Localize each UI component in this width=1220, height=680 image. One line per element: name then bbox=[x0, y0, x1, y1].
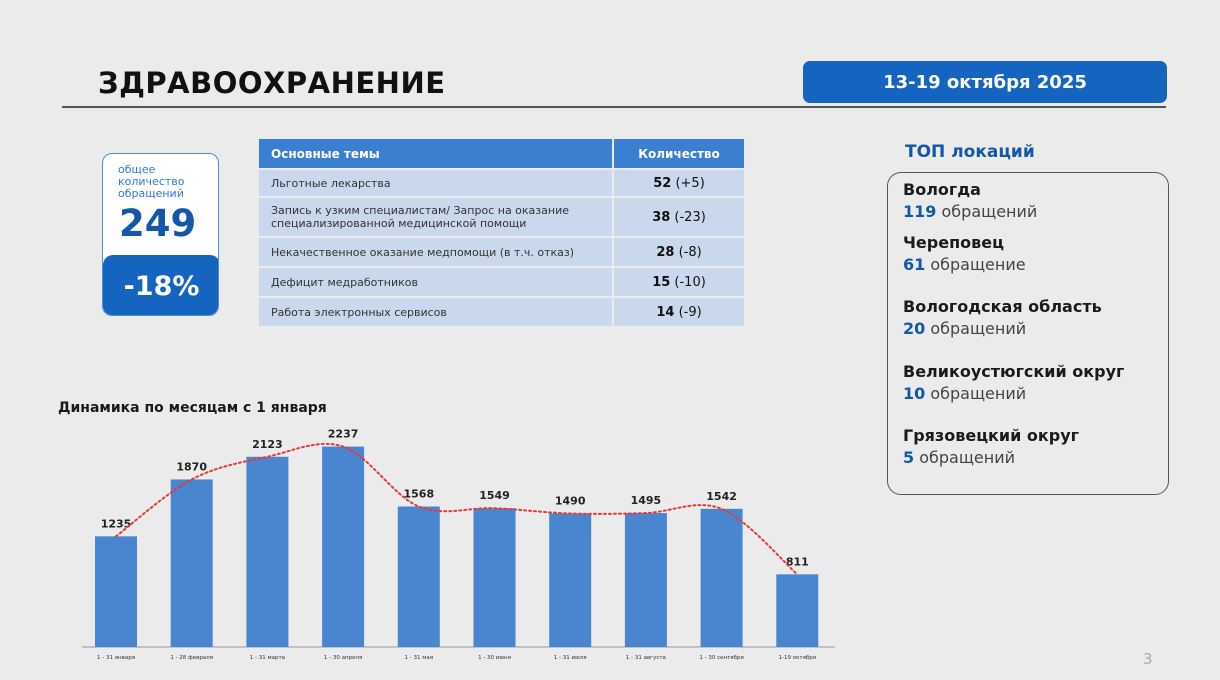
count-value: 14 bbox=[656, 304, 675, 320]
bar-value-label: 1495 bbox=[631, 494, 662, 507]
location-name: Череповец bbox=[903, 233, 1004, 252]
location-name: Грязовецкий округ bbox=[903, 426, 1079, 445]
bar bbox=[624, 513, 667, 647]
count-delta: (-8) bbox=[678, 244, 702, 260]
location-count-value: 119 bbox=[903, 202, 937, 221]
bar-value-label: 1542 bbox=[706, 490, 737, 503]
monthly-bar-chart: 1235 1 - 31 января 1870 1 - 28 февраля 2123 1… bbox=[82, 428, 835, 661]
topic-cell: Запись к узким специалистам/ Запрос на о… bbox=[259, 196, 612, 236]
location-count: 5 обращений bbox=[903, 448, 1079, 467]
location-count-unit: обращений bbox=[930, 384, 1027, 403]
bar bbox=[776, 574, 819, 647]
count-delta: (-10) bbox=[674, 274, 706, 290]
x-tick-label: 1 - 31 января bbox=[97, 655, 135, 661]
count-value: 52 bbox=[653, 175, 672, 191]
location-name: Великоустюгский округ bbox=[903, 362, 1125, 381]
bar bbox=[549, 513, 592, 647]
location-item: Грязовецкий округ 5 обращений bbox=[903, 426, 1079, 467]
column-header-count: Количество bbox=[612, 139, 744, 168]
count-cell: 14 (-9) bbox=[612, 296, 744, 326]
topics-table: Основные темы Количество Льготные лекарс… bbox=[259, 139, 744, 326]
location-count-value: 20 bbox=[903, 319, 926, 338]
location-count: 20 обращений bbox=[903, 319, 1102, 338]
bar-value-label: 2237 bbox=[328, 428, 359, 441]
x-tick-label: 1 - 31 июля bbox=[554, 655, 587, 661]
location-name: Вологодская область bbox=[903, 297, 1102, 316]
table-row: Запись к узким специалистам/ Запрос на о… bbox=[259, 196, 744, 236]
location-count-unit: обращений bbox=[919, 448, 1016, 467]
date-range-badge: 13-19 октября 2025 bbox=[803, 61, 1167, 103]
table-header-row: Основные темы Количество bbox=[259, 139, 744, 168]
location-count-unit: обращений bbox=[941, 202, 1038, 221]
count-value: 15 bbox=[652, 274, 671, 290]
topic-cell: Работа электронных сервисов bbox=[259, 296, 612, 326]
x-tick-label: 1 - 31 мая bbox=[405, 655, 434, 661]
location-count-unit: обращений bbox=[930, 319, 1027, 338]
table-row: Некачественное оказание медпомощи (в т.ч… bbox=[259, 236, 744, 266]
table-row: Дефицит медработников 15 (-10) bbox=[259, 266, 744, 296]
bar-value-label: 811 bbox=[786, 555, 809, 568]
bar-value-label: 1549 bbox=[479, 489, 510, 502]
location-item: Вологда 119 обращений bbox=[903, 180, 1037, 221]
x-tick-label: 1 - 30 апреля bbox=[324, 655, 362, 661]
bar bbox=[95, 536, 137, 647]
table-row: Работа электронных сервисов 14 (-9) bbox=[259, 296, 744, 326]
bar-value-label: 2123 bbox=[252, 438, 283, 451]
location-count: 119 обращений bbox=[903, 202, 1037, 221]
location-item: Великоустюгский округ 10 обращений bbox=[903, 362, 1124, 403]
count-value: 38 bbox=[652, 209, 671, 225]
count-cell: 52 (+5) bbox=[612, 168, 744, 196]
count-cell: 38 (-23) bbox=[612, 196, 744, 236]
bar bbox=[170, 479, 213, 647]
trend-line bbox=[115, 442, 799, 576]
x-tick-label: 1 - 31 марта bbox=[250, 655, 285, 661]
count-delta: (+5) bbox=[675, 175, 705, 191]
column-header-topic: Основные темы bbox=[259, 139, 612, 168]
title-divider bbox=[62, 106, 1166, 108]
bar-value-label: 1235 bbox=[101, 517, 132, 530]
x-tick-label: 1 - 30 сентября bbox=[699, 655, 743, 661]
count-delta: (-9) bbox=[678, 304, 702, 320]
location-count: 10 обращений bbox=[903, 384, 1124, 403]
count-value: 28 bbox=[656, 244, 675, 260]
total-requests-label: общее количество обращений bbox=[118, 163, 185, 200]
x-tick-label: 1-19 октября bbox=[778, 655, 816, 661]
bar bbox=[473, 508, 516, 647]
location-count-value: 61 bbox=[903, 255, 926, 274]
topic-cell: Некачественное оказание медпомощи (в т.ч… bbox=[259, 236, 612, 266]
bar bbox=[246, 456, 289, 647]
page-number: 3 bbox=[1143, 650, 1153, 668]
location-name: Вологда bbox=[903, 180, 981, 199]
page-title: ЗДРАВООХРАНЕНИЕ bbox=[98, 66, 446, 100]
total-requests-card: общее количество обращений 249 -18% bbox=[102, 153, 219, 316]
topic-cell: Дефицит медработников bbox=[259, 266, 612, 296]
topic-cell: Льготные лекарства bbox=[259, 168, 612, 196]
location-item: Череповец 61 обращение bbox=[903, 233, 1026, 274]
count-cell: 28 (-8) bbox=[612, 236, 744, 266]
x-tick-label: 1 - 31 августа bbox=[626, 655, 666, 661]
table-row: Льготные лекарства 52 (+5) bbox=[259, 168, 744, 196]
top-locations-box: Вологда 119 обращений Череповец 61 обращ… bbox=[887, 172, 1169, 495]
x-tick-label: 1 - 30 июня bbox=[478, 655, 511, 661]
bar-value-label: 1568 bbox=[403, 488, 434, 501]
x-tick-label: 1 - 28 февраля bbox=[170, 655, 213, 661]
location-count-unit: обращение bbox=[930, 255, 1026, 274]
bar bbox=[397, 506, 440, 647]
location-count-value: 5 bbox=[903, 448, 915, 467]
total-requests-value: 249 bbox=[119, 202, 197, 245]
bar-value-label: 1490 bbox=[555, 494, 586, 507]
total-change-badge: -18% bbox=[103, 255, 218, 315]
chart-title: Динамика по месяцам с 1 января bbox=[58, 400, 327, 416]
count-delta: (-23) bbox=[674, 209, 706, 225]
location-item: Вологодская область 20 обращений bbox=[903, 297, 1102, 338]
top-locations-title: ТОП локаций bbox=[905, 142, 1035, 162]
count-cell: 15 (-10) bbox=[612, 266, 744, 296]
location-count-value: 10 bbox=[903, 384, 926, 403]
bar bbox=[700, 508, 743, 647]
bar-value-label: 1870 bbox=[176, 460, 207, 473]
bar bbox=[322, 446, 365, 647]
location-count: 61 обращение bbox=[903, 255, 1026, 274]
